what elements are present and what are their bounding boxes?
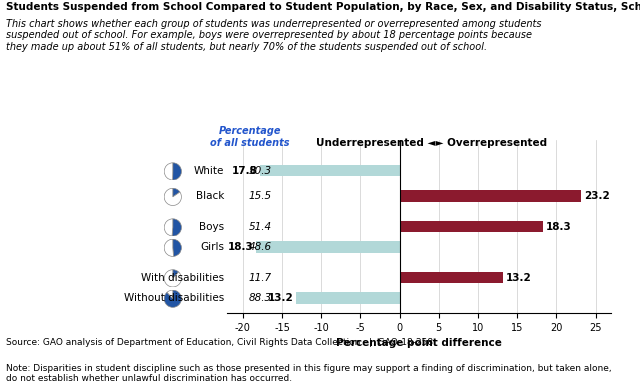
Wedge shape <box>164 239 173 256</box>
Wedge shape <box>173 163 181 180</box>
Wedge shape <box>164 188 181 205</box>
Wedge shape <box>173 239 181 256</box>
Wedge shape <box>164 290 181 307</box>
Wedge shape <box>167 290 173 299</box>
Text: 51.4: 51.4 <box>249 222 272 231</box>
Text: White: White <box>194 166 224 175</box>
Bar <box>256 241 399 253</box>
Text: Underrepresented ◄► Overrepresented: Underrepresented ◄► Overrepresented <box>316 138 547 148</box>
Text: Boys: Boys <box>199 222 224 231</box>
X-axis label: Percentage point difference: Percentage point difference <box>336 338 502 349</box>
Text: Girls: Girls <box>200 242 224 252</box>
Text: 17.8: 17.8 <box>232 166 257 175</box>
Text: 88.3: 88.3 <box>249 293 272 303</box>
Text: This chart shows whether each group of students was underrepresented or overrepr: This chart shows whether each group of s… <box>6 19 542 52</box>
Text: 13.2: 13.2 <box>506 273 532 282</box>
Text: Source: GAO analysis of Department of Education, Civil Rights Data Collection.  : Source: GAO analysis of Department of Ed… <box>6 338 433 347</box>
Wedge shape <box>172 219 181 236</box>
Text: 18.3: 18.3 <box>546 222 572 231</box>
Bar <box>399 221 543 232</box>
Text: Students Suspended from School Compared to Student Population, by Race, Sex, and: Students Suspended from School Compared … <box>6 2 640 12</box>
Bar <box>260 165 399 176</box>
Text: 15.5: 15.5 <box>249 191 272 201</box>
Bar <box>296 292 399 303</box>
Text: Without disabilities: Without disabilities <box>124 293 224 303</box>
Bar <box>399 272 503 283</box>
Wedge shape <box>164 163 173 180</box>
Wedge shape <box>173 188 180 197</box>
Text: 50.3: 50.3 <box>249 166 272 175</box>
Wedge shape <box>164 219 173 236</box>
Text: 11.7: 11.7 <box>249 273 272 282</box>
Wedge shape <box>164 270 181 287</box>
Text: 48.6: 48.6 <box>249 242 272 252</box>
Text: Percentage
of all students: Percentage of all students <box>210 126 289 148</box>
Text: 18.3: 18.3 <box>228 242 253 252</box>
Text: Black: Black <box>196 191 224 201</box>
Bar <box>399 190 581 202</box>
Text: 23.2: 23.2 <box>584 191 610 201</box>
Text: 13.2: 13.2 <box>268 293 293 303</box>
Text: With disabilities: With disabilities <box>141 273 224 282</box>
Wedge shape <box>173 270 179 279</box>
Text: Note: Disparities in student discipline such as those presented in this figure m: Note: Disparities in student discipline … <box>6 364 612 383</box>
